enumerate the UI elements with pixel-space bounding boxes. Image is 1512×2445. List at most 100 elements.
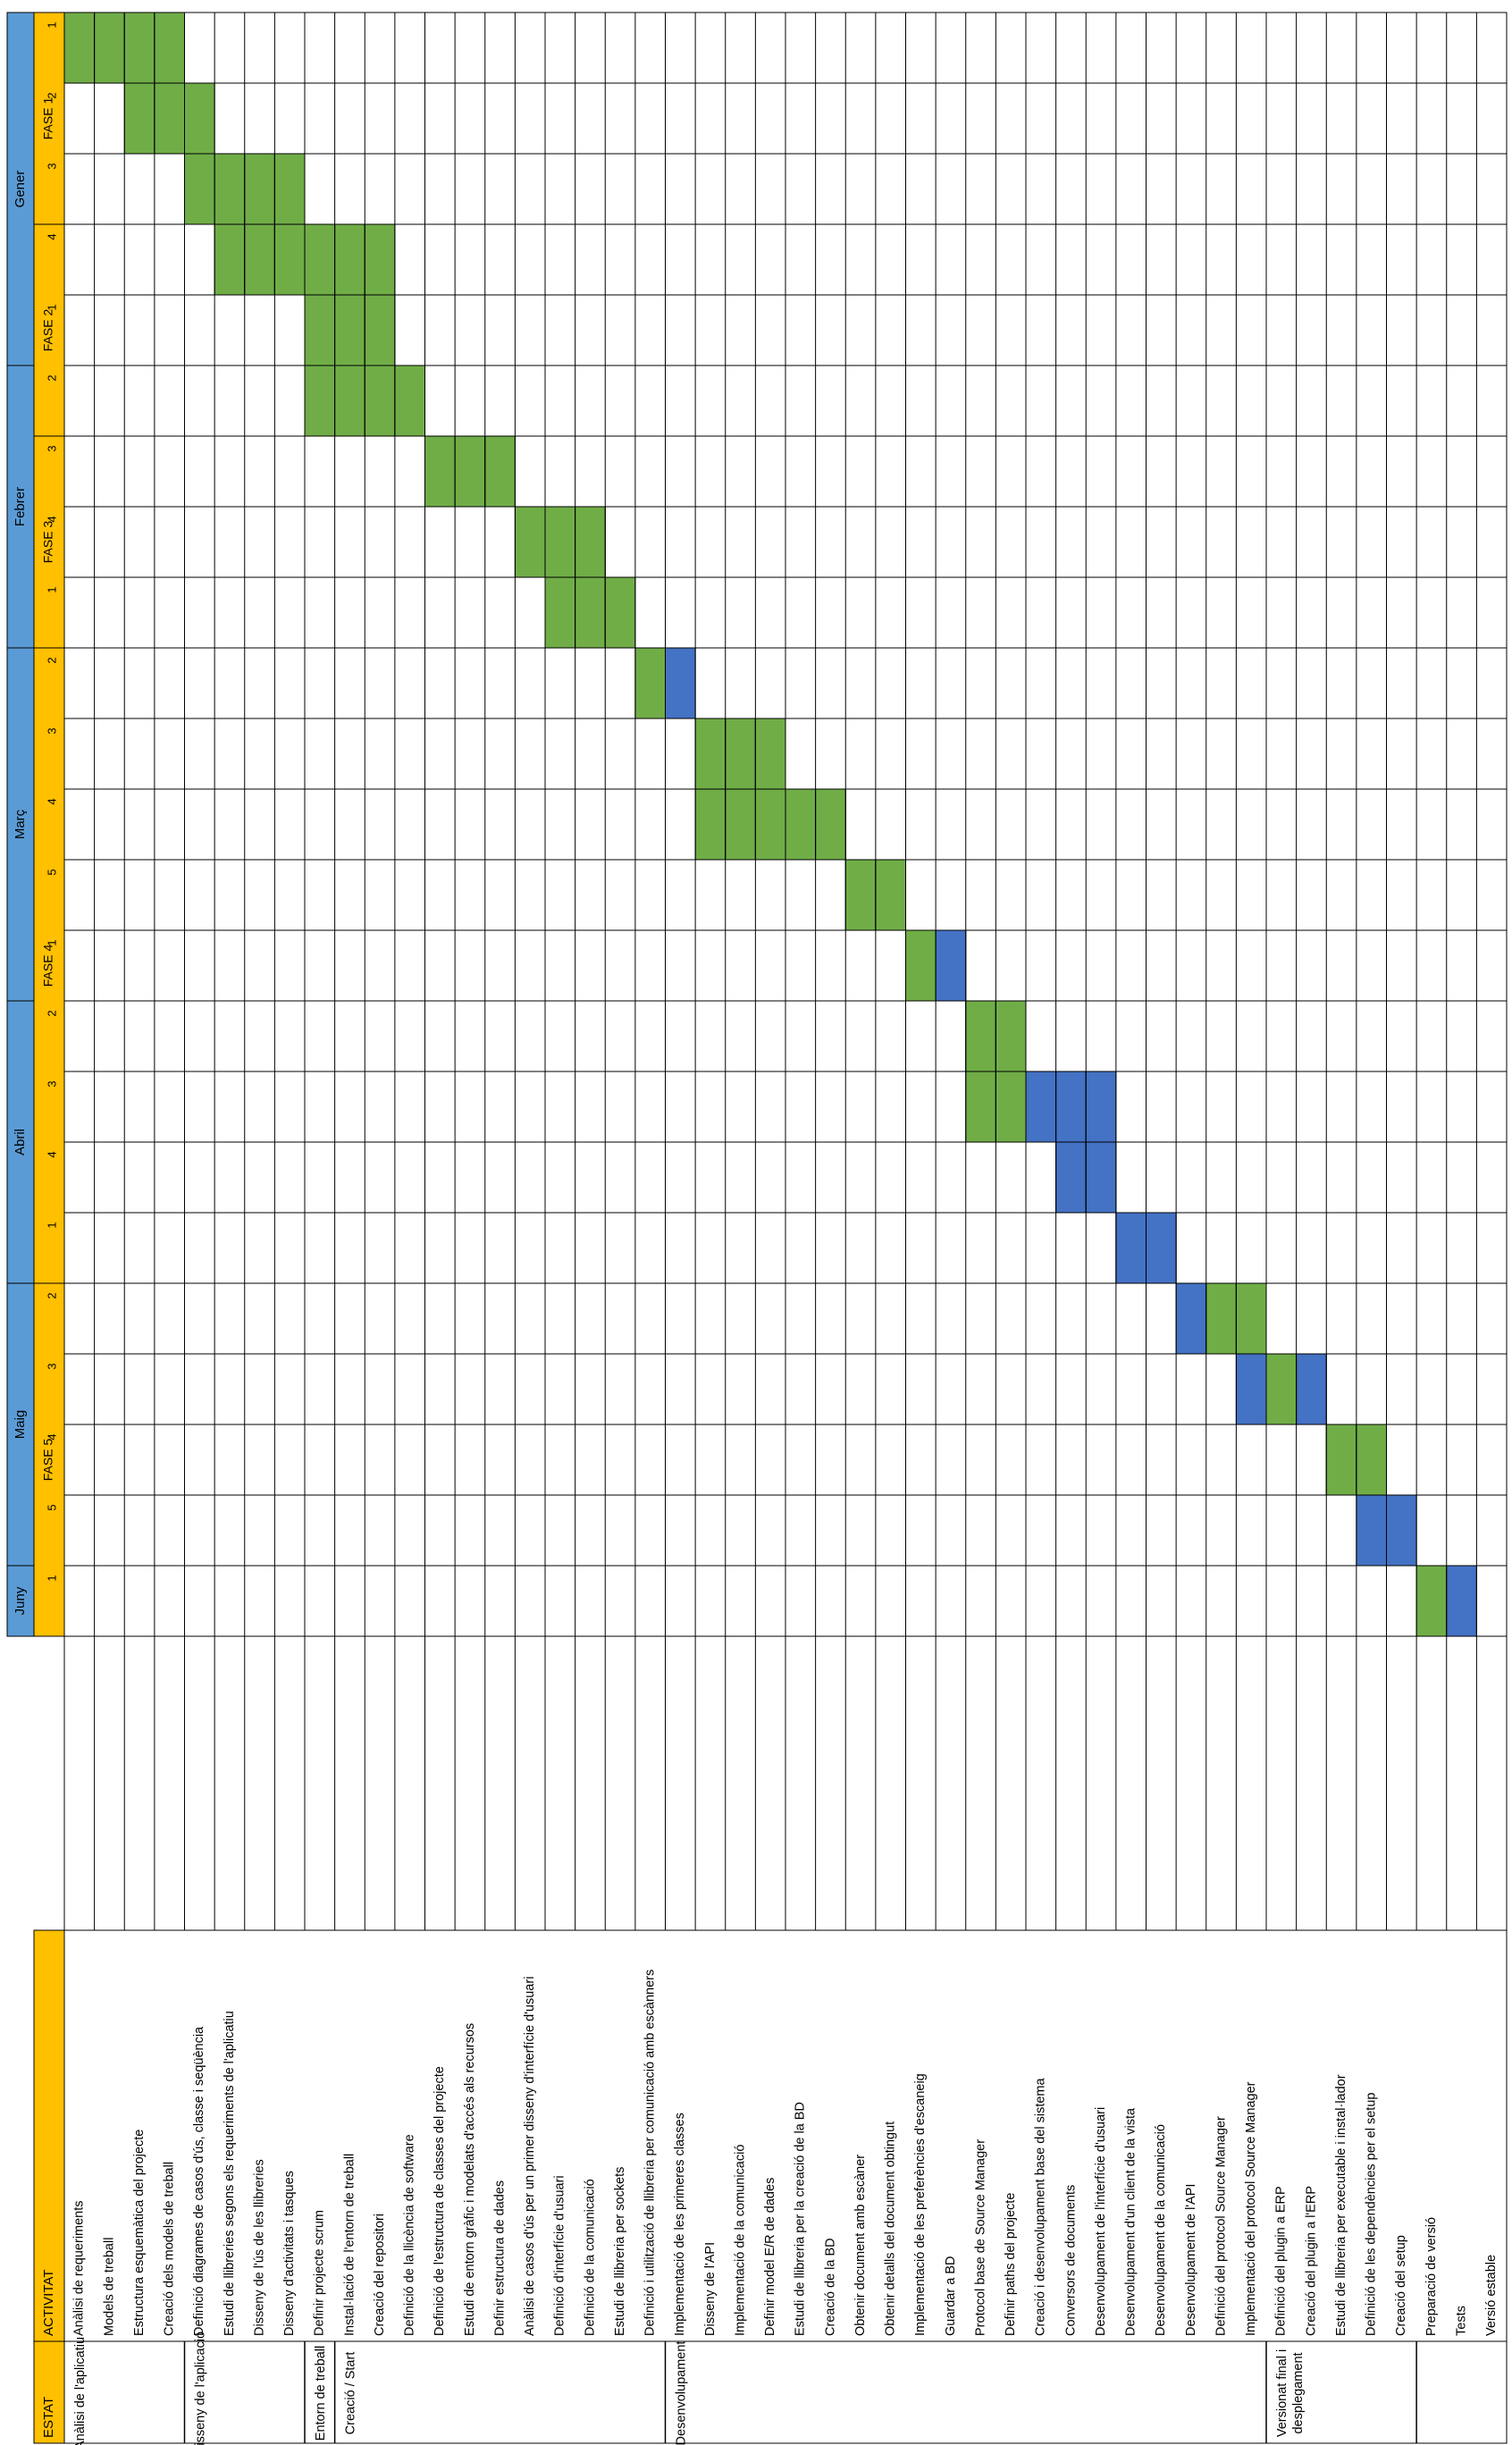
estat-header-label: ESTAT	[41, 2397, 56, 2438]
gantt-bar	[123, 12, 155, 84]
activity-label: Implementació de les preferències d'esca…	[913, 2073, 928, 2336]
gantt-bar	[995, 1071, 1027, 1143]
gantt-bar	[1325, 1424, 1357, 1496]
gantt-bar	[544, 576, 576, 649]
gantt-bar	[754, 788, 786, 861]
activity-label: Definició del protocol Source Manager	[1214, 2116, 1228, 2336]
gantt-bar	[424, 435, 456, 508]
gantt-bar	[364, 294, 396, 366]
gantt-bar	[484, 435, 516, 508]
group-label: Anàlisi de l'aplicatiu	[73, 2337, 88, 2445]
gantt-bar	[1085, 1071, 1117, 1143]
month-cell	[6, 365, 35, 649]
activity-label: Definir model E/R de dades	[763, 2178, 777, 2336]
gantt-bar	[1175, 1282, 1207, 1355]
week-number: 2	[45, 92, 58, 98]
activitat-header	[33, 1929, 65, 2342]
week-number: 3	[45, 163, 58, 169]
activity-label: Instal·lació de l'entorn de treball	[342, 2154, 357, 2336]
activity-label: Definició de les dependències per el set…	[1365, 2093, 1379, 2336]
week-number: 3	[45, 445, 58, 451]
activity-label: Definició de la llicència de software	[403, 2134, 417, 2336]
gantt-bar	[1446, 1565, 1477, 1637]
activity-label: Desenvolupament de l'API	[1184, 2184, 1198, 2336]
activity-label: Creació del setup	[1394, 2235, 1408, 2336]
activity-label: Implementació de la comunicació	[733, 2145, 747, 2336]
week-number: 1	[45, 21, 58, 28]
activity-label: Definició del plugin a ERP	[1274, 2186, 1289, 2336]
activity-label: Estudi de llibreria per la creació de la…	[794, 2102, 808, 2336]
gantt-bar	[1235, 1282, 1267, 1355]
gantt-bar	[725, 788, 756, 861]
group-label: Disseny de l'aplicació	[193, 2332, 207, 2445]
activity-label: Definició de la comunicació	[583, 2179, 597, 2336]
gantt-bar	[1205, 1282, 1237, 1355]
month-label: Juny	[13, 1586, 28, 1615]
gantt-bar	[694, 718, 727, 790]
gantt-bar	[754, 718, 786, 790]
activity-label: Creació i desenvolupament base del siste…	[1034, 2078, 1048, 2336]
gantt-bar	[394, 365, 425, 437]
gantt-bar	[154, 12, 185, 84]
activity-label: Anàlisi de requeriments	[72, 2200, 87, 2336]
activity-label: Disseny de l'ús de les llibreries	[252, 2159, 266, 2336]
activity-label: Guardar a BD	[944, 2256, 958, 2336]
gantt-bar	[364, 365, 396, 437]
phase-label: FASE 1	[41, 97, 55, 140]
gantt-bar	[334, 365, 365, 437]
gantt-bar	[273, 153, 306, 225]
week-number: 5	[45, 869, 58, 875]
activity-label: Creació del plugin a l'ERP	[1304, 2186, 1318, 2336]
gantt-bar	[304, 294, 336, 366]
gantt-bar	[694, 788, 727, 861]
gantt-bar	[214, 153, 246, 225]
week-number: 1	[45, 939, 58, 945]
week-number: 3	[45, 1080, 58, 1087]
activity-label: Estudi de llibreries segons els requerim…	[223, 2011, 237, 2336]
gantt-bar	[514, 506, 546, 578]
activity-label: Preparació de versió	[1424, 2217, 1439, 2336]
activity-label: Tests	[1454, 2306, 1468, 2336]
activity-label: Creació dels models de treball	[163, 2162, 177, 2336]
activitat-header-label: ACTIVITAT	[41, 2270, 56, 2336]
phase-label: FASE 3	[41, 521, 55, 564]
activity-label: Conversors de documents	[1063, 2185, 1078, 2336]
activity-band	[63, 1929, 1508, 2342]
activity-label: Definició de l'estructura de classes del…	[433, 2066, 447, 2336]
activity-label: Definir paths del projecte	[1004, 2193, 1018, 2336]
week-number: 4	[45, 516, 58, 522]
gantt-bar	[935, 929, 967, 1002]
activity-label: Implementació de les primeres classes	[673, 2113, 687, 2336]
gantt-bar	[725, 718, 756, 790]
gantt-bar	[184, 153, 215, 225]
gantt-bar	[1115, 1212, 1147, 1284]
activity-label: Estructura esquemàtica del projecte	[132, 2130, 147, 2336]
month-cell	[6, 647, 35, 1002]
gantt-bar	[604, 576, 636, 649]
week-number: 3	[45, 727, 58, 734]
activity-label: Definir projecte scrum	[313, 2210, 327, 2336]
month-label: Febrer	[13, 487, 28, 526]
activity-label: Disseny de l'API	[703, 2242, 718, 2336]
group-label: Versionat final i	[1275, 2349, 1289, 2437]
gantt-bar	[1146, 1212, 1177, 1284]
gantt-bar	[965, 1000, 996, 1072]
activity-label: Desenvolupament de la comunicació	[1154, 2124, 1168, 2336]
activity-label: Desenvolupament d'un client de la vista	[1124, 2107, 1138, 2336]
phase-label: FASE 2	[41, 309, 55, 352]
gantt-bar	[123, 82, 155, 155]
month-cell	[6, 12, 35, 366]
gantt-bar	[273, 223, 306, 296]
month-cell	[6, 1565, 35, 1637]
phase-cell	[33, 647, 65, 1284]
gantt-bar	[1085, 1141, 1117, 1214]
week-number: 2	[45, 657, 58, 663]
group-label: Desenvolupament	[674, 2341, 688, 2445]
estat-header	[33, 2340, 65, 2444]
month-label: Març	[13, 809, 28, 839]
phase-label: FASE 5	[41, 1439, 55, 1482]
gantt-bar	[63, 12, 96, 84]
activity-label: Creació del repositori	[373, 2214, 387, 2336]
gantt-bar	[965, 1071, 996, 1143]
gantt-bar	[785, 788, 817, 861]
